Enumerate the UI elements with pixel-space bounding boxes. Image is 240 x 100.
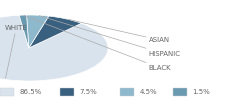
- Text: WHITE: WHITE: [5, 25, 28, 78]
- Text: 86.5%: 86.5%: [19, 89, 42, 95]
- Bar: [173, 88, 187, 96]
- Wedge shape: [0, 15, 108, 81]
- Text: 1.5%: 1.5%: [192, 89, 210, 95]
- Text: BLACK: BLACK: [24, 16, 171, 71]
- Bar: [0, 88, 14, 96]
- Wedge shape: [29, 16, 81, 48]
- Wedge shape: [19, 15, 29, 48]
- Text: 4.5%: 4.5%: [139, 89, 157, 95]
- Text: HISPANIC: HISPANIC: [39, 16, 181, 57]
- Bar: [120, 88, 134, 96]
- Text: ASIAN: ASIAN: [67, 19, 170, 43]
- Wedge shape: [27, 15, 49, 48]
- Bar: [60, 88, 74, 96]
- Text: 7.5%: 7.5%: [79, 89, 97, 95]
